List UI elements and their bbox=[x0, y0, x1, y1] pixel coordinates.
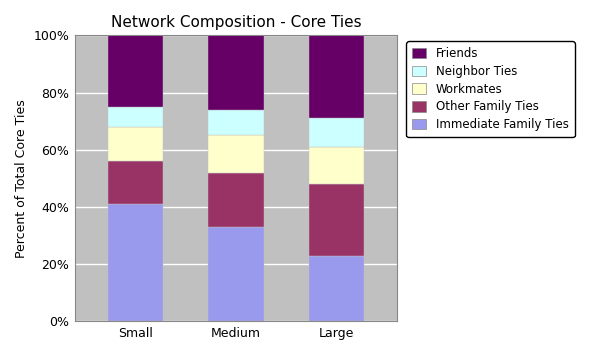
Bar bbox=[209, 136, 264, 173]
Title: Network Composition - Core Ties: Network Composition - Core Ties bbox=[111, 15, 362, 30]
Bar bbox=[309, 147, 365, 184]
Bar bbox=[209, 173, 264, 227]
Bar bbox=[108, 36, 163, 107]
Bar bbox=[209, 227, 264, 321]
Bar bbox=[309, 256, 365, 321]
Bar bbox=[309, 184, 365, 256]
Bar bbox=[209, 36, 264, 110]
Y-axis label: Percent of Total Core Ties: Percent of Total Core Ties bbox=[15, 99, 28, 258]
Bar bbox=[108, 127, 163, 161]
Bar bbox=[309, 36, 365, 118]
Bar bbox=[108, 107, 163, 127]
Bar bbox=[209, 110, 264, 136]
Bar bbox=[108, 204, 163, 321]
Legend: Friends, Neighbor Ties, Workmates, Other Family Ties, Immediate Family Ties: Friends, Neighbor Ties, Workmates, Other… bbox=[407, 41, 574, 137]
Bar bbox=[309, 118, 365, 147]
Bar bbox=[108, 161, 163, 204]
